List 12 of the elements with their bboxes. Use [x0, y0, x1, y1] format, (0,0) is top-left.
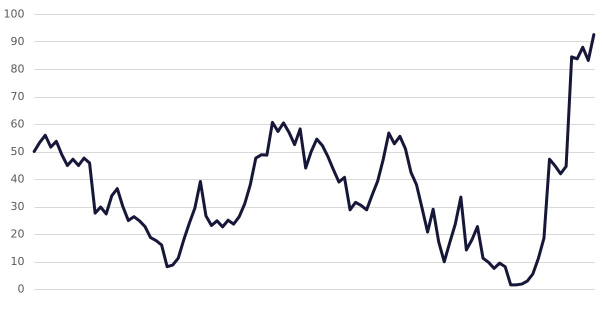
y-tick-label: 20	[10, 228, 24, 240]
y-tick-label: 40	[10, 172, 24, 186]
y-tick-label: 100	[4, 8, 24, 20]
y-tick-label: 90	[10, 35, 24, 48]
y-tick-label: 0	[18, 282, 24, 296]
y-tick-label: 50	[10, 145, 24, 158]
line-series	[32, 33, 596, 286]
y-tick-label: 80	[10, 62, 24, 76]
y-tick-label: 70	[10, 90, 24, 103]
y-tick-label: 10	[10, 255, 24, 268]
y-tick-label: 60	[10, 118, 24, 130]
y-tick-label: 30	[10, 200, 24, 213]
